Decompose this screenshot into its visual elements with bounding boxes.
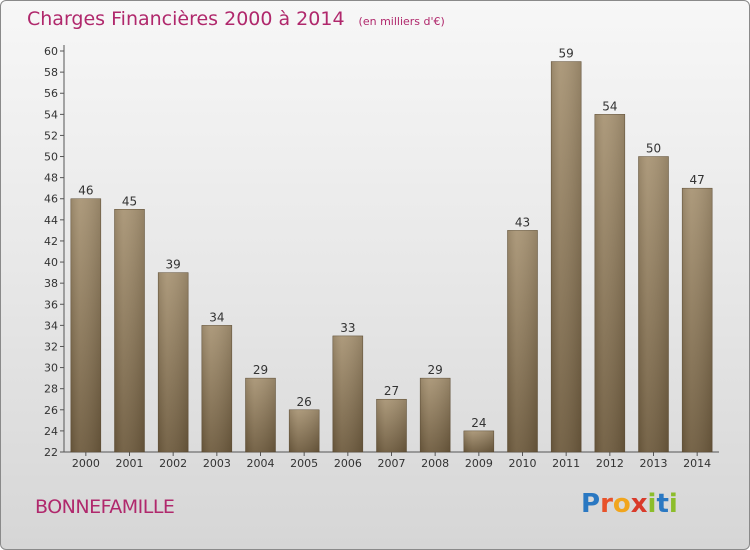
bars: 46 45 39 34 29 26 33 27 29 24 43 59 54 50 47 bbox=[70, 47, 713, 453]
x-tick-label: 2009 bbox=[465, 457, 493, 470]
bar-shade bbox=[158, 272, 189, 452]
y-tick-label: 48 bbox=[44, 172, 58, 185]
data-label: 24 bbox=[471, 416, 486, 430]
x-tick-label: 2005 bbox=[290, 457, 318, 470]
place-name: BONNEFAMILLE bbox=[35, 496, 175, 518]
logo-letter: P bbox=[581, 489, 601, 519]
y-tick-label: 46 bbox=[44, 193, 58, 206]
y-tick-label: 36 bbox=[44, 298, 58, 311]
logo-letter: t bbox=[656, 489, 669, 519]
chart-subtitle: (en milliers d'€) bbox=[358, 15, 445, 28]
y-tick-label: 44 bbox=[44, 214, 58, 227]
y-tick-label: 26 bbox=[44, 404, 58, 417]
data-label: 29 bbox=[253, 363, 268, 377]
y-tick-label: 34 bbox=[44, 319, 58, 332]
logo-letter: o bbox=[612, 489, 631, 519]
data-label: 59 bbox=[559, 47, 574, 61]
y-tick-label: 52 bbox=[44, 129, 58, 142]
x-tick-label: 2006 bbox=[334, 457, 362, 470]
bar-shade bbox=[638, 156, 669, 453]
x-tick-label: 2007 bbox=[378, 457, 406, 470]
bar-shade bbox=[332, 335, 363, 452]
y-tick-label: 54 bbox=[44, 108, 58, 121]
bar-shade bbox=[507, 230, 538, 452]
logo-letter: i bbox=[647, 489, 657, 519]
y-tick-label: 42 bbox=[44, 235, 58, 248]
bar-shade bbox=[551, 61, 582, 452]
data-label: 50 bbox=[646, 142, 661, 156]
bar-shade bbox=[594, 114, 625, 452]
data-label: 34 bbox=[209, 310, 224, 324]
data-label: 45 bbox=[122, 194, 137, 208]
data-label: 33 bbox=[340, 321, 355, 335]
y-tick-label: 50 bbox=[44, 151, 58, 164]
bar-shade bbox=[289, 409, 320, 452]
y-tick-label: 30 bbox=[44, 362, 58, 375]
bar-shade bbox=[114, 209, 145, 452]
x-tick-label: 2012 bbox=[596, 457, 624, 470]
x-tick-label: 2000 bbox=[72, 457, 100, 470]
x-tick-label: 2011 bbox=[552, 457, 580, 470]
y-tick-label: 58 bbox=[44, 66, 58, 79]
chart-title-text: Charges Financières 2000 à 2014 bbox=[27, 8, 345, 30]
logo-letter: r bbox=[600, 489, 613, 519]
y-tick-label: 32 bbox=[44, 340, 58, 353]
bar-shade bbox=[420, 378, 451, 452]
data-label: 54 bbox=[602, 99, 617, 113]
x-tick-label: 2004 bbox=[247, 457, 275, 470]
data-label: 27 bbox=[384, 384, 399, 398]
bar-shade bbox=[70, 198, 101, 452]
x-tick-label: 2014 bbox=[683, 457, 711, 470]
data-label: 29 bbox=[428, 363, 443, 377]
y-tick-label: 24 bbox=[44, 425, 58, 438]
bar-shade bbox=[682, 188, 713, 452]
data-label: 46 bbox=[78, 184, 93, 198]
data-label: 47 bbox=[690, 173, 705, 187]
y-tick-label: 56 bbox=[44, 87, 58, 100]
bar-shade bbox=[376, 399, 407, 452]
x-tick-label: 2001 bbox=[116, 457, 144, 470]
data-label: 39 bbox=[166, 258, 181, 272]
chart-title: Charges Financières 2000 à 2014 (en milli… bbox=[27, 8, 445, 30]
logo-letter: x bbox=[630, 489, 648, 519]
bar-shade bbox=[201, 325, 232, 452]
x-tick-label: 2008 bbox=[421, 457, 449, 470]
y-tick-label: 60 bbox=[44, 45, 58, 58]
logo-letter: i bbox=[668, 489, 678, 519]
data-label: 26 bbox=[297, 395, 312, 409]
y-tick-label: 28 bbox=[44, 383, 58, 396]
y-tick-label: 22 bbox=[44, 446, 58, 459]
x-tick-label: 2010 bbox=[509, 457, 537, 470]
y-tick-label: 38 bbox=[44, 277, 58, 290]
proxiti-logo: Proxiti bbox=[581, 489, 678, 519]
bar-shade bbox=[463, 430, 494, 452]
x-tick-label: 2013 bbox=[640, 457, 668, 470]
x-tick-label: 2003 bbox=[203, 457, 231, 470]
x-tick-label: 2002 bbox=[159, 457, 187, 470]
data-label: 43 bbox=[515, 215, 530, 229]
y-tick-label: 40 bbox=[44, 256, 58, 269]
bar-shade bbox=[245, 378, 276, 452]
